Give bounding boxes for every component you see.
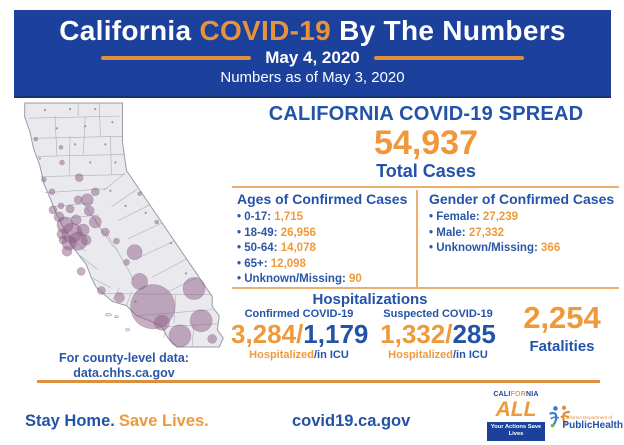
map-caption-line1: For county-level data: [59, 351, 189, 365]
gender-item: Male: 27,332 [429, 227, 619, 239]
left-rule [101, 56, 252, 61]
footer-divider [37, 380, 600, 383]
gender-item: Female: 27,239 [429, 211, 619, 223]
confirmed-label: Confirmed COVID-19 [244, 308, 354, 320]
ages-item: 65+: 12,098 [237, 258, 412, 270]
right-rule [373, 56, 524, 61]
title-california: California [59, 15, 200, 46]
data-as-of-date: Numbers as of May 3, 2020 [220, 69, 405, 87]
section-divider-middle [232, 287, 619, 289]
gender-list: Female: 27,239 Male: 27,332 Unknown/Miss… [429, 211, 619, 254]
fatalities-value: 2,254 [523, 300, 601, 335]
fatalities-label: Fatalities [529, 337, 595, 355]
county-seat-dots [38, 107, 188, 303]
your-actions-save-lives-box: Your Actions Save Lives [487, 422, 545, 442]
cdph-figures-icon [549, 405, 571, 428]
gender-section: Gender of Confirmed Cases Female: 27,239… [429, 191, 619, 258]
stay-home-save-lives: Stay Home. Save Lives. [25, 412, 209, 431]
map-caption: For county-level data: data.chhs.ca.gov [10, 351, 238, 381]
california-all-wordmark: CALIFORNIA [493, 391, 539, 398]
gender-heading: Gender of Confirmed Cases [429, 191, 615, 207]
total-cases-label: Total Cases [376, 161, 476, 181]
hospitalizations-heading: Hospitalizations [312, 291, 428, 308]
ages-item: 18-49: 26,956 [237, 227, 412, 239]
confirmed-sublabel: Hospitalized/in ICU [249, 349, 349, 362]
column-divider [416, 190, 418, 287]
ages-heading: Ages of Confirmed Cases [237, 191, 408, 207]
all-wordmark: ALL [495, 398, 537, 421]
cdph-wordmark: California Department of PublicHealth [562, 415, 623, 431]
ages-list: 0-17: 1,715 18-49: 26,956 50-64: 14,078 … [237, 211, 412, 285]
case-bubbles [33, 137, 217, 348]
ages-item: Unknown/Missing: 90 [237, 273, 412, 285]
title-by-the-numbers: By The Numbers [330, 15, 566, 46]
ages-item: 0-17: 1,715 [237, 211, 412, 223]
date-row: May 4, 2020 [14, 48, 611, 68]
suspected-hospitalizations: Suspected COVID-19 1,332/285 Hospitalize… [367, 308, 509, 361]
spread-heading: CALIFORNIA COVID-19 SPREAD [268, 103, 584, 125]
channel-islands [105, 313, 130, 332]
confirmed-hospitalizations: Confirmed COVID-19 3,284/1,179 Hospitali… [231, 308, 369, 362]
title-covid19: COVID-19 [199, 15, 331, 46]
total-cases-value: 54,937 [374, 124, 478, 162]
page-title: California COVID-19 By The Numbers [14, 15, 611, 47]
save-lives-text: Save Lives. [118, 412, 209, 430]
california-outline [24, 102, 224, 348]
suspected-sublabel: Hospitalized/in ICU [388, 349, 488, 362]
cdph-department-line: California Department of [562, 414, 613, 420]
fatalities-block: 2,254 Fatalities [505, 300, 619, 355]
ages-section: Ages of Confirmed Cases 0-17: 1,715 18-4… [237, 191, 412, 289]
stay-home-text: Stay Home. [25, 412, 115, 430]
map-caption-line2: data.chhs.ca.gov [73, 365, 175, 380]
ages-item: 50-64: 14,078 [237, 242, 412, 254]
confirmed-values: 3,284/1,179 [231, 319, 369, 349]
header-banner: California COVID-19 By The Numbers May 4… [14, 10, 611, 98]
suspected-values: 1,332/285 [380, 319, 496, 349]
report-date: May 4, 2020 [265, 48, 360, 68]
suspected-label: Suspected COVID-19 [383, 308, 493, 320]
section-divider-top [232, 186, 619, 188]
california-all-logo: CALIFORNIA ALL Your Actions Save Lives [487, 391, 545, 442]
public-health-logo: California Department of PublicHealth [549, 399, 623, 435]
california-county-map [24, 102, 224, 348]
covid19-url: covid19.ca.gov [292, 412, 411, 430]
cdph-publichealth-line: PublicHealth [562, 420, 623, 431]
gender-item: Unknown/Missing: 366 [429, 242, 619, 254]
